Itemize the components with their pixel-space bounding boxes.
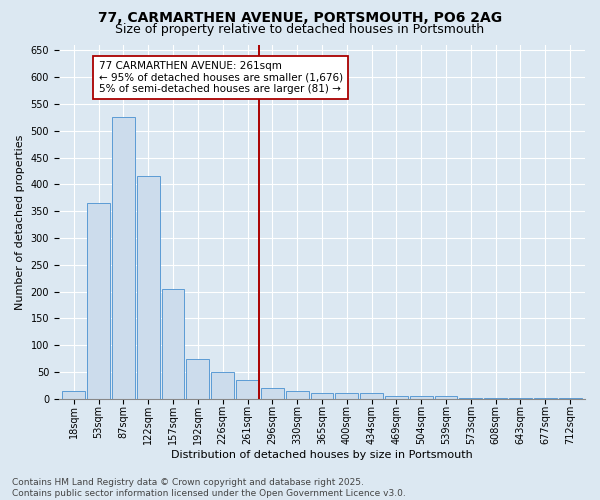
Bar (385, 396, 408, 399)
Bar (335, 394, 358, 399)
Bar (62, 391, 85, 399)
Bar (286, 391, 308, 399)
Bar (187, 358, 209, 399)
Text: Contains HM Land Registry data © Crown copyright and database right 2025.
Contai: Contains HM Land Registry data © Crown c… (12, 478, 406, 498)
Bar (236, 380, 259, 399)
Bar (211, 372, 234, 399)
Bar (360, 394, 383, 399)
Bar (484, 398, 507, 399)
Bar (559, 398, 581, 399)
Text: 77, CARMARTHEN AVENUE, PORTSMOUTH, PO6 2AG: 77, CARMARTHEN AVENUE, PORTSMOUTH, PO6 2… (98, 11, 502, 25)
Bar (434, 396, 457, 399)
Bar (534, 398, 557, 399)
Bar (137, 176, 160, 399)
Bar (509, 398, 532, 399)
Bar (311, 394, 334, 399)
Text: 77 CARMARTHEN AVENUE: 261sqm
← 95% of detached houses are smaller (1,676)
5% of : 77 CARMARTHEN AVENUE: 261sqm ← 95% of de… (98, 61, 343, 94)
X-axis label: Distribution of detached houses by size in Portsmouth: Distribution of detached houses by size … (171, 450, 473, 460)
Bar (410, 396, 433, 399)
Bar (460, 398, 482, 399)
Bar (87, 203, 110, 399)
Bar (261, 388, 284, 399)
Text: Size of property relative to detached houses in Portsmouth: Size of property relative to detached ho… (115, 24, 485, 36)
Bar (112, 118, 135, 399)
Bar (161, 289, 184, 399)
Y-axis label: Number of detached properties: Number of detached properties (15, 134, 25, 310)
